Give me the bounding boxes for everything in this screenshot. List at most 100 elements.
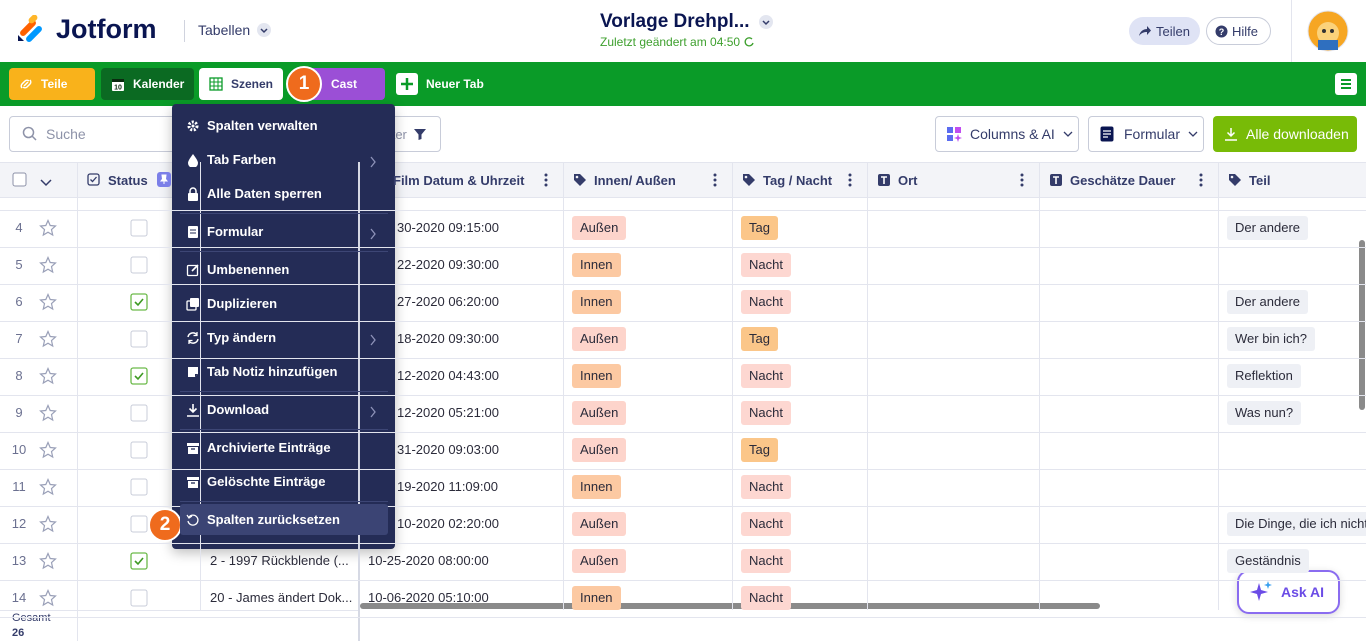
star-icon (39, 589, 57, 612)
tab-icon: 10 (112, 78, 124, 91)
menu-item[interactable]: Gelöschte Einträge (207, 474, 326, 489)
daynight-pill: Tag (741, 327, 778, 351)
svg-text:10: 10 (114, 84, 122, 91)
menu-item[interactable]: Tab Farben (207, 152, 277, 167)
subtitle-text: Zuletzt geändert am 04:50 (600, 35, 741, 49)
tab[interactable]: 10 Kalender (101, 68, 194, 100)
date-cell: 19-2020 11:09:00 (397, 479, 498, 494)
star-icon-svg (39, 256, 57, 274)
star-icon-svg (39, 367, 57, 385)
daynight-pill: Tag (741, 216, 778, 240)
column-header[interactable]: Ort (898, 173, 918, 188)
star-icon (39, 404, 57, 427)
column-header[interactable]: Tag / Nacht (763, 173, 833, 188)
star-icon (39, 219, 57, 242)
row-number: 13 (11, 553, 27, 568)
daynight-pill: Nacht (741, 512, 791, 536)
tab[interactable]: Teile (9, 68, 95, 100)
tab[interactable]: Cast (309, 68, 385, 100)
star-icon (39, 441, 57, 464)
menu-separator (180, 501, 388, 502)
column-header[interactable]: Innen/ Außen (594, 173, 676, 188)
footer-label: Gesamt (12, 612, 51, 624)
date-cell: 10-06-2020 05:10:00 (368, 590, 489, 605)
io-pill: Außen (572, 327, 627, 351)
formular-label: Formular (1124, 126, 1181, 142)
date-cell: 31-2020 09:03:00 (397, 442, 499, 457)
footer-count: 26 (12, 627, 25, 639)
column-divider (200, 162, 201, 610)
menu-item[interactable]: Download (207, 402, 270, 417)
menu-separator (180, 391, 388, 392)
column-icon (1228, 173, 1242, 192)
row-number: 11 (12, 479, 26, 494)
star-icon-svg (39, 441, 57, 459)
teil-pill: Wer bin ich? (1227, 327, 1316, 351)
column-header[interactable]: Teil (1249, 173, 1271, 188)
column-divider (77, 162, 78, 641)
row-border (0, 395, 1366, 396)
column-header[interactable]: Film Datum & Uhrzeit (393, 173, 525, 188)
row-number: 5 (15, 257, 23, 272)
status-checkbox-svg (130, 367, 148, 385)
column-icon (742, 173, 756, 192)
menu-item[interactable]: Typ ändern (207, 330, 277, 345)
menu-item[interactable]: Spalten verwalten (207, 118, 318, 133)
submenu-arrow-svg (370, 406, 376, 418)
new-tab[interactable]: Neuer Tab (396, 73, 484, 95)
tables-menu[interactable]: Tabellen (198, 22, 272, 38)
menu-icon (186, 153, 200, 172)
menu-item[interactable]: Tab Notiz hinzufügen (207, 364, 338, 379)
column-header[interactable]: Status (108, 173, 148, 188)
menu-item[interactable]: Duplizieren (207, 296, 278, 311)
column-menu (712, 172, 718, 193)
menu-icon (186, 365, 200, 384)
columns-ai-button[interactable]: Columns & AI (935, 116, 1079, 152)
teil-pill: Der andere (1227, 290, 1309, 314)
column-menu-svg (1199, 173, 1203, 187)
menu-item[interactable]: Spalten zurücksetzen (207, 512, 340, 527)
column-icon-svg (878, 174, 890, 186)
formular-button[interactable]: Formular (1088, 116, 1204, 152)
column-header[interactable]: Geschätze Dauer (1070, 173, 1176, 188)
io-pill: Außen (572, 549, 627, 573)
menu-icon (186, 475, 200, 494)
hamburger-menu[interactable] (1335, 73, 1357, 95)
menu-item[interactable]: Alle Daten sperren (207, 186, 322, 201)
column-divider (1039, 162, 1040, 610)
download-label: Alle downloaden (1246, 126, 1349, 142)
horizontal-scrollbar[interactable] (360, 603, 1100, 609)
star-icon (39, 330, 57, 353)
star-icon (39, 367, 57, 390)
help-button[interactable]: ? Hilfe (1206, 17, 1271, 45)
submenu-arrow-svg (370, 156, 376, 168)
tab-label: Kalender (133, 77, 185, 91)
menu-icon (186, 119, 200, 138)
star-icon-svg (39, 589, 57, 607)
status-checkbox-svg (130, 256, 148, 274)
status-checkbox (130, 404, 148, 427)
menu-separator (180, 429, 388, 430)
column-icon (1049, 173, 1063, 192)
download-all-button[interactable]: Alle downloaden (1213, 116, 1357, 152)
columns-label: Columns & AI (970, 126, 1055, 142)
daynight-pill: Nacht (741, 475, 791, 499)
date-cell: 12-2020 04:43:00 (397, 368, 499, 383)
menu-item[interactable]: Archivierte Einträge (207, 440, 331, 455)
ask-ai-button[interactable]: Ask AI (1237, 570, 1340, 614)
menu-item[interactable]: Formular (207, 224, 264, 239)
form-title[interactable]: Vorlage Drehpl... (600, 11, 774, 33)
submenu-arrow (369, 227, 377, 245)
column-menu (1198, 172, 1204, 193)
status-checkbox-svg (130, 589, 148, 607)
context-menu (172, 104, 395, 549)
tab[interactable]: Szenen (199, 68, 283, 100)
avatar[interactable] (1307, 10, 1349, 52)
status-checkbox-svg (130, 219, 148, 237)
chevron (1063, 131, 1073, 137)
menu-item[interactable]: Umbenennen (207, 262, 290, 277)
vertical-scrollbar[interactable] (1359, 240, 1365, 410)
date-cell: 27-2020 06:20:00 (397, 294, 499, 309)
share-button[interactable]: Teilen (1129, 17, 1200, 45)
share-label: Teilen (1156, 23, 1190, 39)
